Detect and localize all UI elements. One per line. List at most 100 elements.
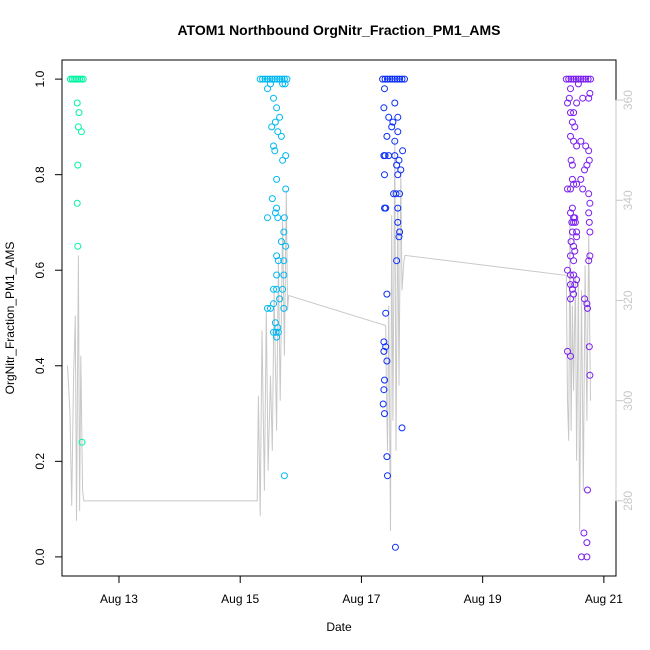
data-point (79, 75, 87, 83)
data-point (571, 218, 579, 226)
data-point (273, 75, 281, 83)
data-point (279, 156, 287, 164)
y-tick-label: 0.2 (33, 453, 47, 470)
data-point (383, 290, 391, 298)
data-point (564, 185, 571, 193)
data-point (385, 113, 393, 121)
data-point (393, 257, 401, 265)
data-point (270, 94, 277, 102)
data-point (256, 75, 264, 83)
data-point (391, 543, 399, 551)
data-point (261, 75, 269, 83)
data-point (382, 204, 390, 212)
data-point (583, 553, 591, 561)
data-point (271, 75, 279, 83)
data-point (570, 257, 578, 265)
data-point (567, 209, 574, 217)
data-point (264, 85, 271, 93)
data-point (586, 252, 594, 260)
data-point (401, 75, 408, 83)
y-axis-label: OrgNitr_Fraction_PM1_AMS (3, 242, 17, 395)
data-point (567, 75, 575, 83)
plot-frame (61, 59, 617, 577)
data-point (584, 75, 592, 83)
data-point (381, 171, 388, 179)
secondary-y-tick-label: 320 (621, 290, 635, 310)
x-tick-label: Aug 21 (585, 592, 623, 606)
data-point (73, 199, 81, 207)
data-point (274, 214, 282, 222)
data-point (570, 75, 578, 83)
data-point (278, 75, 286, 83)
data-point (399, 147, 407, 155)
y-axis: 0.0 0.2 0.4 0.6 0.8 1.0 (33, 70, 63, 565)
data-point (388, 123, 396, 131)
data-point (74, 242, 82, 250)
data-point (271, 147, 279, 155)
data-point (567, 295, 574, 303)
data-point (567, 156, 575, 164)
y-tick-label: 1.0 (33, 70, 47, 87)
y-tick-label: 0.8 (33, 166, 47, 183)
data-point (567, 252, 574, 260)
data-point (259, 75, 267, 83)
data-point (266, 75, 274, 83)
data-point (264, 304, 271, 312)
data-point (271, 118, 279, 126)
data-point (74, 123, 82, 131)
data-point (567, 85, 574, 93)
data-point (75, 109, 83, 117)
data-point (567, 132, 574, 140)
data-point (585, 147, 593, 155)
data-point (585, 94, 593, 102)
x-axis-label: Date (326, 620, 352, 634)
plot-area (61, 59, 617, 577)
data-point (270, 285, 277, 293)
data-point (380, 347, 388, 355)
data-point (577, 175, 585, 183)
data-point (391, 75, 399, 83)
data-point (395, 233, 403, 241)
data-point (567, 352, 574, 360)
data-point (381, 410, 388, 418)
data-point (282, 242, 290, 250)
data-point (396, 190, 404, 198)
data-point (394, 113, 402, 121)
data-point (573, 142, 581, 150)
data-point (580, 529, 588, 537)
x-tick-label: Aug 19 (464, 592, 502, 606)
data-point (579, 185, 587, 193)
data-point (394, 128, 402, 136)
data-point (391, 152, 399, 160)
data-point (389, 118, 397, 126)
data-point (573, 99, 581, 107)
data-point (277, 132, 285, 140)
data-point (268, 195, 276, 203)
data-point (394, 204, 402, 212)
y-tick-label: 0.6 (33, 262, 47, 279)
data-point (565, 94, 573, 102)
data-point (564, 99, 571, 107)
data-point (581, 166, 588, 174)
data-point (280, 472, 288, 480)
data-point (384, 472, 391, 480)
data-point (268, 123, 276, 131)
data-point (394, 171, 402, 179)
data-point (274, 324, 282, 332)
x-tick-label: Aug 17 (342, 592, 380, 606)
data-point (567, 109, 574, 117)
data-point (393, 161, 401, 169)
data-point (398, 424, 406, 432)
data-point (381, 376, 388, 384)
data-point (380, 104, 388, 112)
data-point (573, 276, 581, 284)
data-point (568, 204, 576, 212)
data-point (570, 180, 578, 188)
data-point (570, 109, 578, 117)
data-point (568, 285, 576, 293)
data-point (583, 300, 591, 308)
data-point (380, 338, 388, 346)
data-point (273, 175, 281, 183)
data-point (398, 75, 406, 83)
data-point (273, 204, 281, 212)
